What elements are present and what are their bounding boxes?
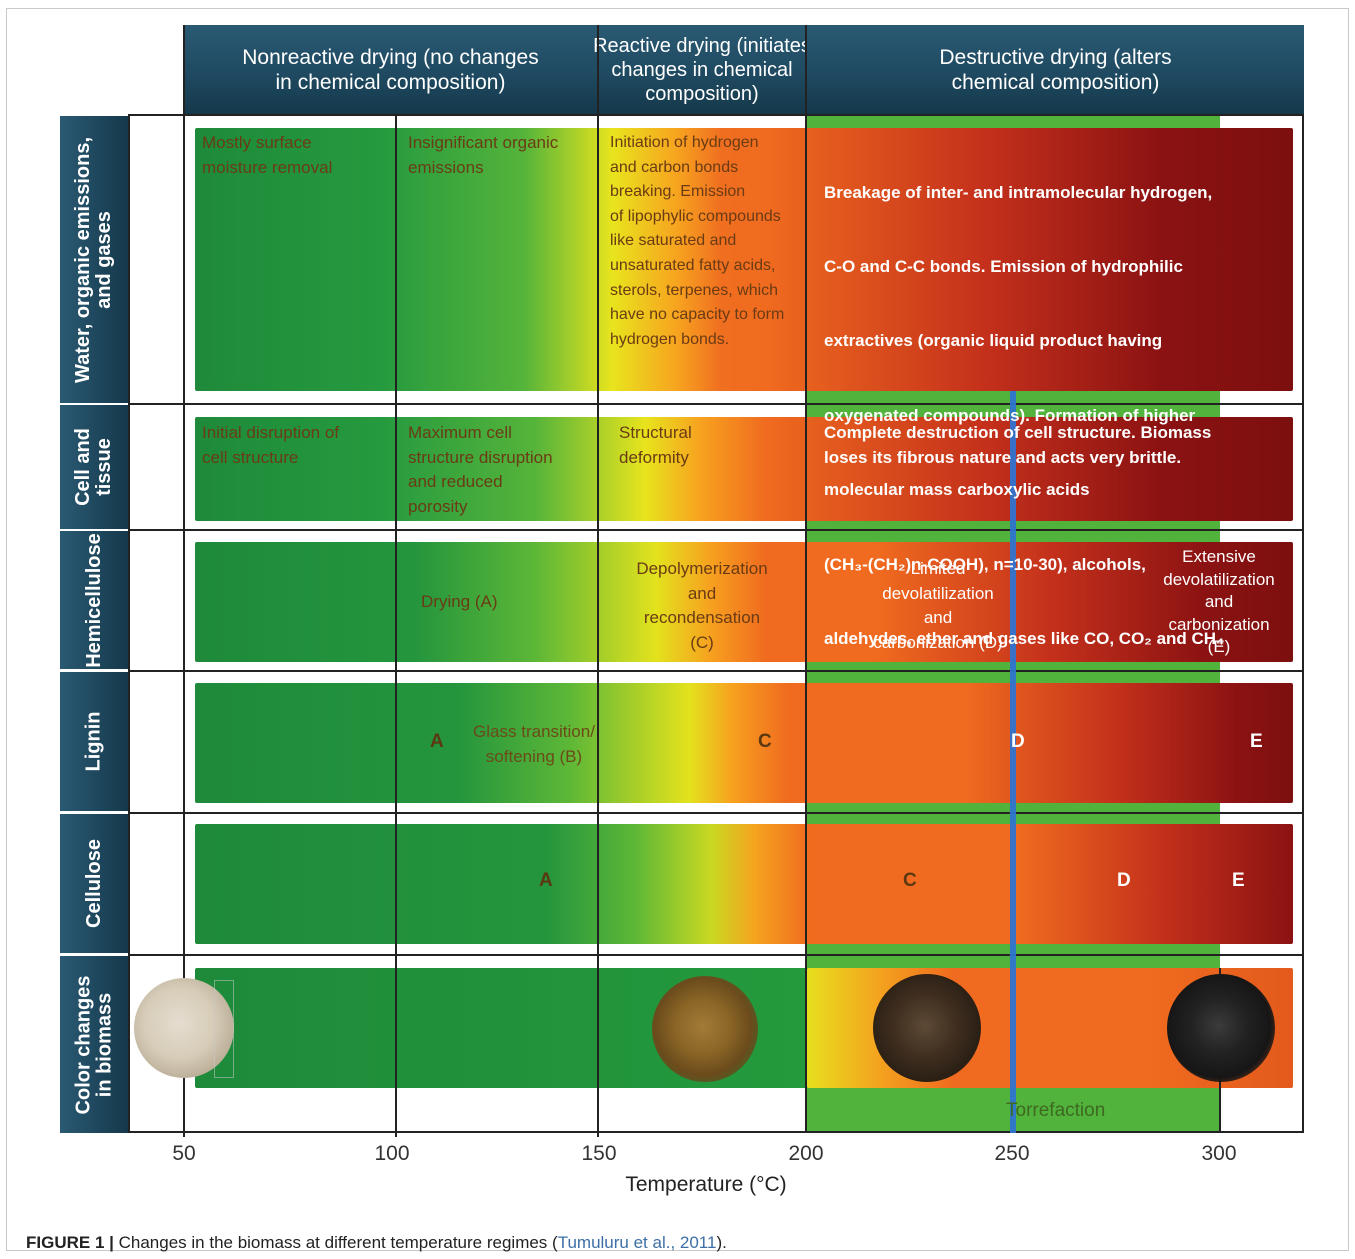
- biomass-swatch-torrefied-light: [873, 974, 981, 1082]
- text-water-200-300: Breakage of inter- and intramolecular hy…: [824, 182, 1225, 648]
- figure-frame: [6, 8, 1349, 1251]
- header-destructive-drying: Destructive drying (alters chemical comp…: [807, 25, 1304, 114]
- text-hemicellulose-depolymerization: Depolymerization and recondensation (C): [636, 559, 768, 652]
- text-hemicellulose-drying: Drying (A): [421, 592, 498, 611]
- row-label-color-changes: Color changes in biomass: [60, 956, 128, 1133]
- text-lignin-glass-transition: Glass transition/ softening (B): [473, 722, 595, 766]
- marker-lignin-e: E: [1250, 731, 1263, 752]
- band-hemicellulose: [195, 542, 1293, 662]
- row-label-cellulose: Cellulose: [60, 814, 128, 953]
- axis-tick-150: 150: [581, 1142, 617, 1165]
- figure-caption: FIGURE 1 | Changes in the biomass at dif…: [26, 1233, 727, 1253]
- biomass-swatch-raw: [134, 978, 234, 1078]
- text-water-150-200: Initiation of hydrogen and carbon bonds …: [610, 134, 785, 348]
- marker-cellulose-a: A: [539, 870, 553, 891]
- biomass-swatch-reactive: [652, 976, 758, 1082]
- torrefaction-marker-250: [1010, 391, 1016, 1133]
- band-cellulose: [195, 824, 1293, 944]
- band-water: [195, 128, 1293, 391]
- header-nonreactive-drying: Nonreactive drying (no changes in chemic…: [184, 25, 597, 114]
- row-label-water-emissions-gases: Water, organic emissions, and gases: [60, 116, 128, 403]
- marker-cellulose-d: D: [1117, 870, 1131, 891]
- marker-cellulose-e: E: [1232, 870, 1245, 891]
- text-cell-50-100: Initial disruption of cell structure: [202, 423, 340, 467]
- marker-lignin-c: C: [758, 731, 772, 752]
- row-label-hemicellulose: Hemicellulose: [60, 531, 128, 669]
- text-cell-200-300: Complete destruction of cell structure. …: [824, 423, 1212, 467]
- text-cell-150-200: Structural deformity: [619, 423, 692, 467]
- text-hemicellulose-extensive-devolatilization: Extensive devolatilization and carboniza…: [1163, 547, 1275, 656]
- axis-tick-100: 100: [374, 1142, 410, 1165]
- caption-figure-number: FIGURE 1 |: [26, 1233, 114, 1252]
- row-frame-color: [128, 954, 1304, 1133]
- divider-200: [805, 25, 807, 1133]
- header-reactive-drying: Reactive drying (initiates changes in ch…: [593, 25, 811, 114]
- axis-tick-200: 200: [788, 1142, 824, 1165]
- band-cell: [195, 417, 1293, 521]
- caption-text: Changes in the biomass at different temp…: [113, 1233, 558, 1252]
- divider-150: [597, 25, 599, 1137]
- divider-50: [183, 25, 185, 1137]
- text-water-50-100: Mostly surface moisture removal: [202, 133, 333, 177]
- biomass-swatch-torrefied-dark: [1167, 974, 1275, 1082]
- text-cell-100-150: Maximum cell structure disruption and re…: [408, 423, 553, 516]
- row-label-lignin: Lignin: [60, 672, 128, 811]
- caption-citation-link[interactable]: Tumuluru et al., 2011: [557, 1233, 717, 1252]
- torrefaction-label: Torrefaction: [1006, 1100, 1106, 1121]
- band-lignin: [195, 683, 1293, 803]
- marker-lignin-a: A: [430, 731, 444, 752]
- text-water-100-150: Insignificant organic emissions: [408, 133, 559, 177]
- row-label-cell-tissue: Cell and tissue: [60, 405, 128, 529]
- biomass-swatch-raw-frame: [214, 980, 234, 1078]
- axis-tick-250: 250: [994, 1142, 1030, 1165]
- marker-lignin-d: D: [1011, 731, 1025, 752]
- axis-tick-50: 50: [172, 1142, 196, 1165]
- divider-100: [395, 116, 397, 1137]
- axis-tick-300: 300: [1201, 1142, 1237, 1165]
- marker-cellulose-c: C: [903, 870, 917, 891]
- text-hemicellulose-limited-devolatilization: Limited devolatilization and carbonizati…: [873, 559, 1003, 652]
- axis-title-temperature: Temperature (°C): [625, 1173, 787, 1196]
- caption-end: ).: [716, 1233, 727, 1252]
